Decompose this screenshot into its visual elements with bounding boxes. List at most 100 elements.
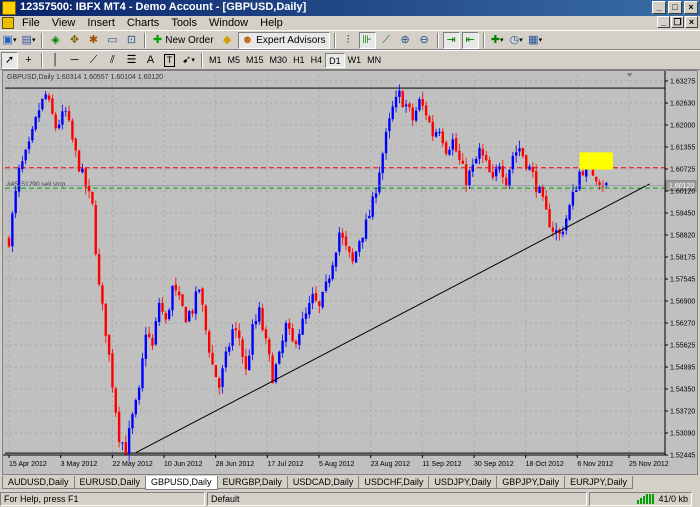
- chart-window[interactable]: #45151290 sell stop 1.60120 1.63275 1.626…: [2, 70, 698, 475]
- data-window-button[interactable]: ✱: [85, 32, 102, 49]
- new-chart-button[interactable]: ▣ ▾: [2, 33, 17, 46]
- status-connection[interactable]: 41/0 kb: [589, 492, 692, 506]
- cursor-button[interactable]: ➚: [1, 51, 18, 69]
- candle-body: [401, 91, 404, 108]
- channel-button[interactable]: ⫽: [104, 52, 121, 69]
- child-close-icon[interactable]: ×: [685, 16, 698, 28]
- auto-scroll-button[interactable]: ⇥: [442, 31, 460, 49]
- candle-body: [464, 164, 468, 186]
- chart-tab[interactable]: EURUSD,Daily: [73, 476, 147, 489]
- menu-tools[interactable]: Tools: [171, 17, 197, 29]
- horizontal-line-button[interactable]: ─: [66, 52, 83, 69]
- tf-h4[interactable]: H4: [310, 54, 323, 65]
- candle-body: [238, 330, 241, 339]
- menu-file[interactable]: File: [22, 17, 40, 29]
- crosshair-button[interactable]: +: [20, 52, 37, 69]
- candle-body: [595, 176, 598, 182]
- chart-document-icon[interactable]: [2, 17, 14, 29]
- chart-tab[interactable]: GBPJPY,Daily: [496, 476, 566, 489]
- tf-d1[interactable]: D1: [325, 52, 345, 68]
- candle-body: [388, 118, 391, 131]
- templates-button[interactable]: ▦ ▾: [528, 33, 543, 46]
- close-icon[interactable]: ×: [684, 1, 698, 14]
- chart-tab[interactable]: AUDUSD,Daily: [2, 476, 75, 489]
- candle-body: [14, 190, 17, 214]
- menu-help[interactable]: Help: [260, 17, 283, 29]
- arrows-button[interactable]: ➹ ▾: [182, 53, 195, 66]
- chart-shift-marker: [626, 73, 633, 77]
- candle-body: [378, 172, 381, 193]
- terminal-button[interactable]: ▭: [104, 32, 121, 49]
- channel-icon: ⫽: [110, 53, 115, 66]
- bar-chart-icon: ⫶: [346, 33, 350, 46]
- tf-m15[interactable]: M15: [246, 54, 264, 65]
- zoom-out-button[interactable]: ⊖: [416, 32, 433, 49]
- chart-tab[interactable]: EURGBP,Daily: [216, 476, 288, 489]
- text-label-button[interactable]: T: [161, 52, 178, 69]
- status-profile[interactable]: Default: [207, 492, 587, 506]
- menu-charts[interactable]: Charts: [126, 17, 160, 29]
- drawing-toolbar: ➚ + │ ─ ⟋ ⫽ ☰ A T ➹ ▾ M1 M5 M15 M30 H1 H4…: [0, 50, 700, 70]
- minimize-icon[interactable]: _: [652, 1, 666, 14]
- chart-tab[interactable]: USDJPY,Daily: [428, 476, 498, 489]
- strategy-tester-button[interactable]: ⊡: [123, 32, 140, 49]
- fibonacci-button[interactable]: ☰: [123, 52, 140, 69]
- tf-mn[interactable]: MN: [367, 54, 382, 65]
- chart-tab[interactable]: GBPUSD,Daily: [145, 476, 218, 490]
- new-order-label: New Order: [165, 34, 214, 46]
- expert-advisors-button[interactable]: ☻ Expert Advisors: [237, 31, 330, 49]
- menu-insert[interactable]: Insert: [87, 17, 115, 29]
- periods-button[interactable]: ◷ ▾: [509, 33, 523, 46]
- price-chart[interactable]: #45151290 sell stop 1.60120 1.63275 1.626…: [3, 71, 697, 474]
- candle-body: [177, 291, 181, 296]
- maximize-icon[interactable]: □: [668, 1, 682, 14]
- menu-view[interactable]: View: [51, 17, 76, 29]
- candle-body: [428, 116, 431, 123]
- child-minimize-icon[interactable]: _: [657, 16, 670, 28]
- chart-shift-button[interactable]: ⇤: [461, 31, 479, 49]
- candle-body: [281, 340, 284, 354]
- tf-w1[interactable]: W1: [347, 54, 362, 65]
- tf-m5[interactable]: M5: [227, 54, 241, 65]
- chart-tab[interactable]: USDCHF,Daily: [358, 476, 430, 489]
- chart-tab[interactable]: USDCAD,Daily: [286, 476, 360, 489]
- candle-body: [458, 150, 461, 161]
- navigator-button[interactable]: ✥: [66, 32, 83, 49]
- candle-body: [318, 301, 321, 306]
- chart-tab[interactable]: EURJPY,Daily: [564, 476, 634, 489]
- line-chart-button[interactable]: ⟋: [378, 32, 395, 49]
- profiles-button[interactable]: ▤ ▾: [21, 33, 36, 46]
- tf-m30[interactable]: M30: [269, 54, 288, 65]
- text-button[interactable]: A: [142, 52, 159, 69]
- new-order-button[interactable]: ✚ New Order: [150, 32, 217, 49]
- market-watch-button[interactable]: ◈: [47, 32, 64, 49]
- candle-body: [97, 254, 101, 285]
- date-axis-label: 17 Jul 2012: [267, 461, 303, 468]
- candle-body: [124, 442, 127, 456]
- tf-h1[interactable]: H1: [293, 54, 305, 65]
- zoom-in-icon: ⊕: [400, 33, 410, 46]
- candle-body: [187, 311, 191, 322]
- candle-body: [61, 111, 64, 125]
- trendline-button[interactable]: ⟋: [85, 52, 102, 69]
- child-restore-icon[interactable]: ❐: [671, 16, 684, 28]
- text-tool-label: A: [146, 53, 155, 66]
- date-axis-label: 3 May 2012: [61, 461, 98, 468]
- candle-body: [371, 196, 374, 217]
- candle-body: [184, 307, 188, 323]
- zoom-in-button[interactable]: ⊕: [397, 32, 414, 49]
- candle-body: [191, 310, 194, 314]
- candle-body: [37, 110, 41, 118]
- date-axis-label: 6 Nov 2012: [577, 461, 613, 468]
- tf-m1[interactable]: M1: [209, 54, 222, 65]
- bar-chart-button[interactable]: ⫶: [340, 32, 357, 49]
- candle-body: [404, 104, 408, 107]
- menu-window[interactable]: Window: [209, 17, 249, 29]
- date-axis-label: 10 Jun 2012: [164, 461, 203, 468]
- candlestick-button[interactable]: ⊪: [358, 31, 376, 49]
- navigator-icon: ✥: [69, 33, 80, 46]
- metaeditor-button[interactable]: ◆: [219, 32, 236, 49]
- indicators-button[interactable]: ✚ ▾: [490, 33, 504, 46]
- vertical-line-button[interactable]: │: [47, 52, 64, 69]
- price-axis-label: 1.62630: [670, 101, 695, 108]
